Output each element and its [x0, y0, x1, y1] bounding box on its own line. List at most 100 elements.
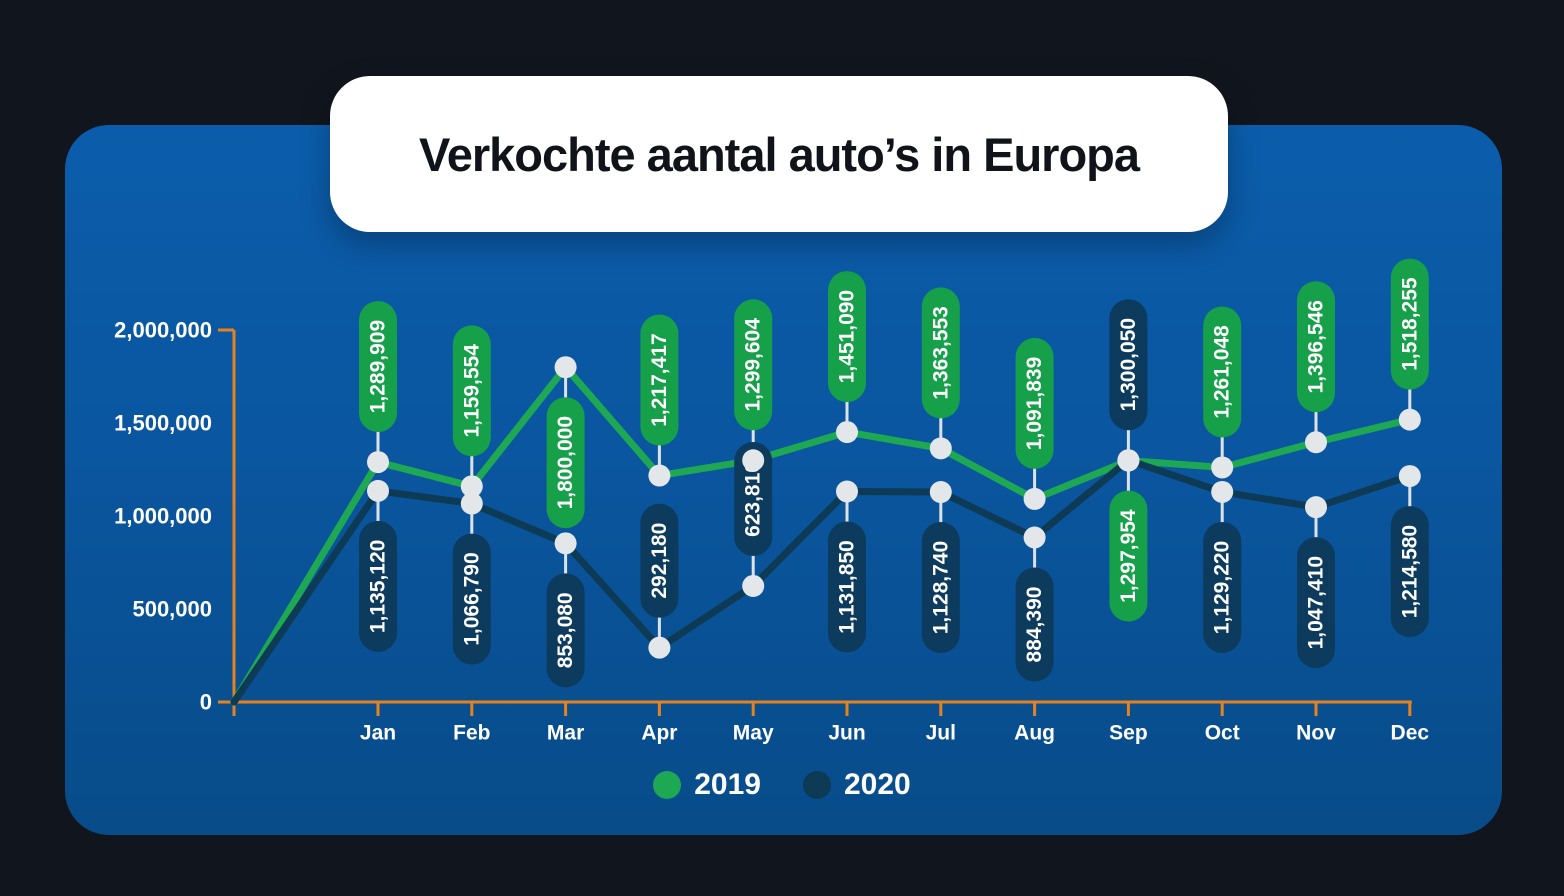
- value-pill: [1015, 337, 1054, 469]
- value-pill-label: 292,180: [648, 523, 671, 599]
- value-pill-label: 1,800,000: [554, 416, 577, 509]
- x-axis-label: Nov: [1296, 722, 1336, 745]
- x-axis-label: Feb: [453, 722, 490, 745]
- value-pill: [359, 520, 397, 652]
- value-pill-label: 1,261,048: [1211, 325, 1234, 419]
- value-pill-label: 1,135,120: [367, 540, 390, 633]
- value-pill: [828, 271, 866, 403]
- value-pill-label: 1,091,839: [1023, 357, 1046, 450]
- x-axis-label: May: [733, 722, 774, 745]
- data-point-marker: [1117, 449, 1140, 472]
- value-pill: [1203, 521, 1242, 653]
- chart-title-box: Verkochte aantal auto’s in Europa: [330, 76, 1228, 232]
- chart-card: [65, 125, 1502, 835]
- value-pill-label: 1,451,090: [836, 290, 859, 383]
- value-pill: [1015, 567, 1054, 682]
- value-pill: [1297, 537, 1335, 669]
- data-point-marker: [367, 451, 389, 474]
- value-pill-label: 1,131,850: [836, 540, 859, 633]
- data-point-marker: [460, 492, 483, 515]
- value-pill: [1390, 258, 1429, 390]
- x-axis-label: Mar: [547, 722, 584, 745]
- value-pill: [452, 325, 491, 457]
- legend-label-2020: 2020: [844, 768, 911, 801]
- data-point-marker: [742, 449, 765, 472]
- legend-item-2020: 2020: [803, 768, 911, 802]
- data-point-marker: [929, 481, 952, 504]
- value-pill: [828, 521, 866, 653]
- x-axis-label: Aug: [1014, 722, 1055, 745]
- chart-legend: 2019 2020: [0, 768, 1564, 802]
- data-point-marker: [554, 532, 577, 555]
- data-point-marker: [836, 480, 858, 503]
- value-pill-label: 853,080: [554, 592, 577, 668]
- y-axis-label: 500,000: [132, 597, 212, 622]
- y-axis-label: 1,000,000: [114, 504, 212, 529]
- chart-title: Verkochte aantal auto’s in Europa: [418, 127, 1140, 181]
- value-pill-label: 884,390: [1023, 587, 1046, 663]
- data-point-marker: [367, 479, 389, 502]
- y-axis-label: 0: [200, 690, 212, 715]
- value-pill: [734, 299, 773, 431]
- value-pill-label: 1,363,553: [929, 306, 952, 399]
- legend-item-2019: 2019: [653, 768, 761, 802]
- data-point-marker: [742, 574, 765, 597]
- y-axis-label: 1,500,000: [114, 411, 212, 436]
- value-pill-label: 1,128,740: [929, 541, 952, 634]
- value-pill: [921, 522, 960, 654]
- value-pill: [1109, 490, 1148, 622]
- value-pill-label: 1,217,417: [648, 333, 671, 426]
- y-axis-label: 2,000,000: [114, 318, 212, 343]
- data-point-marker: [1305, 496, 1327, 519]
- data-point-marker: [648, 636, 671, 659]
- x-axis-label: Jun: [828, 722, 865, 745]
- value-pill-label: 1,214,580: [1398, 525, 1421, 618]
- value-pill: [1203, 306, 1242, 438]
- data-point-marker: [1398, 408, 1421, 431]
- value-pill: [921, 287, 960, 419]
- value-pill-label: 1,129,220: [1211, 541, 1234, 634]
- data-point-marker: [648, 464, 671, 487]
- data-point-marker: [836, 421, 858, 444]
- value-pill-label: 1,159,554: [460, 344, 483, 438]
- data-point-marker: [929, 437, 952, 460]
- value-pill: [1109, 299, 1148, 431]
- value-pill-label: 1,300,050: [1117, 318, 1140, 411]
- legend-dot-2019: [653, 771, 682, 799]
- value-pill-label: 1,066,790: [460, 552, 483, 645]
- x-axis-label: Jul: [926, 722, 956, 745]
- data-point-marker: [1211, 456, 1234, 479]
- value-pill: [546, 397, 585, 529]
- data-point-marker: [554, 356, 577, 379]
- data-point-marker: [1305, 431, 1327, 454]
- value-pill-label: 1,047,410: [1305, 556, 1328, 649]
- legend-dot-2020: [803, 771, 831, 799]
- value-pill: [734, 441, 773, 556]
- value-pill: [640, 503, 679, 618]
- value-pill: [1390, 506, 1429, 638]
- data-point-marker: [1023, 487, 1046, 510]
- value-pill-label: 1,396,546: [1305, 300, 1328, 393]
- data-point-marker: [460, 475, 483, 498]
- value-pill: [1297, 281, 1335, 413]
- value-pill: [546, 573, 585, 688]
- value-pill-label: 1,518,255: [1398, 277, 1421, 371]
- data-point-marker: [1023, 526, 1046, 549]
- x-axis-label: Oct: [1205, 722, 1240, 745]
- value-pill-label: 1,299,604: [742, 318, 765, 412]
- legend-label-2019: 2019: [694, 768, 761, 801]
- value-pill: [452, 533, 491, 665]
- x-axis-label: Sep: [1109, 722, 1148, 745]
- x-axis-label: Jan: [360, 722, 396, 745]
- value-pill-label: 1,289,909: [367, 320, 390, 413]
- value-pill: [359, 301, 397, 433]
- data-point-marker: [1211, 480, 1234, 503]
- data-point-marker: [1398, 465, 1421, 488]
- value-pill: [640, 314, 679, 446]
- value-pill-label: 1,297,954: [1117, 509, 1140, 603]
- x-axis-label: Apr: [641, 722, 677, 745]
- x-axis-label: Dec: [1391, 722, 1430, 745]
- value-pill-label: 623,810: [742, 461, 765, 537]
